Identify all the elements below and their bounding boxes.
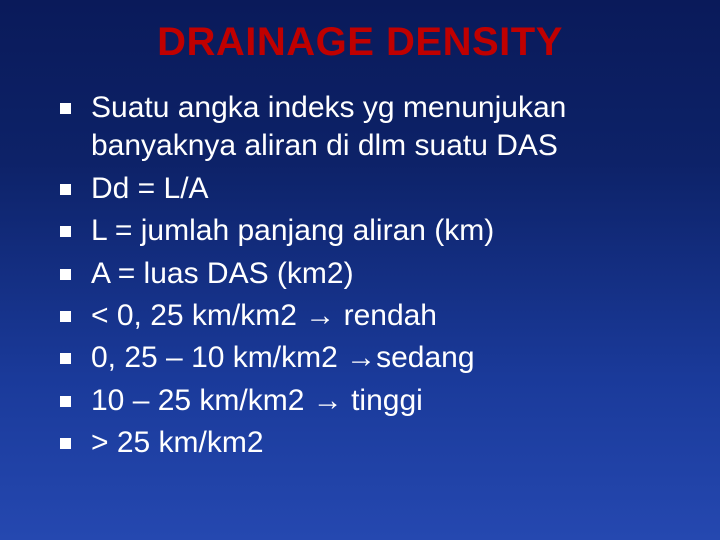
bullet-text: Suatu angka indeks yg menunjukan banyakn… (91, 89, 680, 166)
square-bullet-icon (60, 353, 71, 364)
list-item: 10 – 25 km/km2 → tinggi (60, 382, 680, 420)
bullet-text: < 0, 25 km/km2 → rendah (91, 297, 437, 335)
square-bullet-icon (60, 438, 71, 449)
bullet-text: 0, 25 – 10 km/km2 →sedang (91, 339, 475, 377)
list-item: L = jumlah panjang aliran (km) (60, 212, 680, 250)
bullet-text: A = luas DAS (km2) (91, 255, 354, 293)
list-item: 0, 25 – 10 km/km2 →sedang (60, 339, 680, 377)
square-bullet-icon (60, 396, 71, 407)
bullet-text: 10 – 25 km/km2 → tinggi (91, 382, 423, 420)
list-item: Suatu angka indeks yg menunjukan banyakn… (60, 89, 680, 166)
list-item: Dd = L/A (60, 170, 680, 208)
square-bullet-icon (60, 311, 71, 322)
square-bullet-icon (60, 226, 71, 237)
bullet-text: > 25 km/km2 (91, 424, 264, 462)
bullet-text: Dd = L/A (91, 170, 209, 208)
square-bullet-icon (60, 103, 71, 114)
square-bullet-icon (60, 269, 71, 280)
list-item: > 25 km/km2 (60, 424, 680, 462)
slide-title: DRAINAGE DENSITY (0, 20, 720, 65)
bullet-text: L = jumlah panjang aliran (km) (91, 212, 494, 250)
square-bullet-icon (60, 184, 71, 195)
list-item: < 0, 25 km/km2 → rendah (60, 297, 680, 335)
slide-content: Suatu angka indeks yg menunjukan banyakn… (0, 89, 720, 463)
list-item: A = luas DAS (km2) (60, 255, 680, 293)
